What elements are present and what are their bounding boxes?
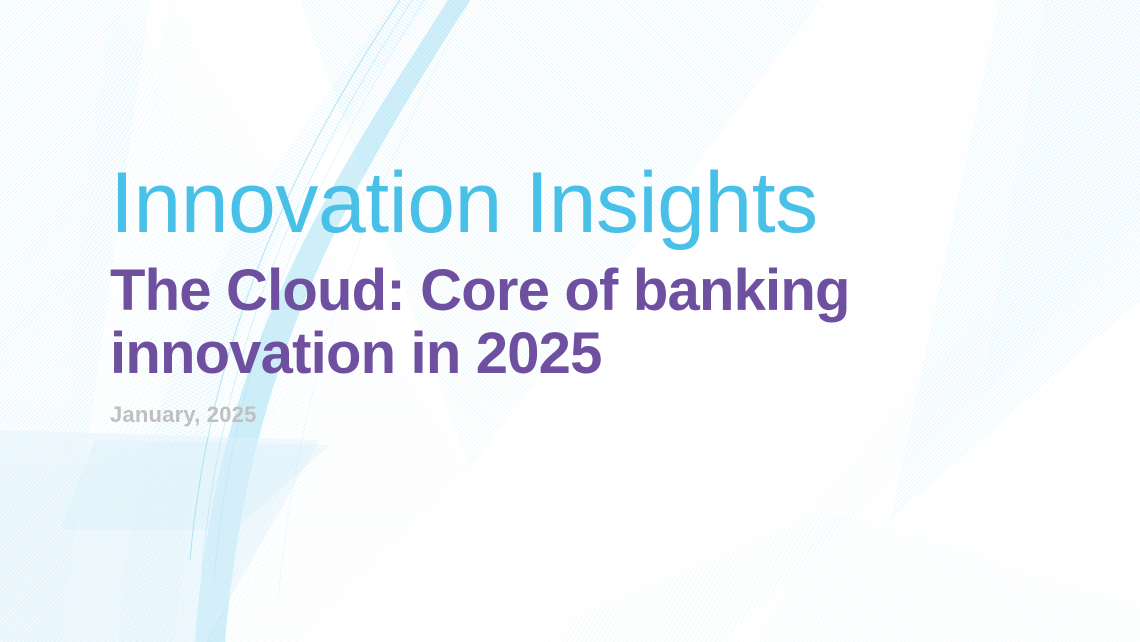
page-title-line-1: The Cloud: Core of banking — [110, 258, 850, 323]
publication-date: January, 2025 — [110, 402, 257, 428]
series-kicker: Innovation Insights — [110, 155, 818, 251]
dateline-band — [0, 430, 330, 642]
bottom-right-wedge — [520, 512, 1140, 642]
bottom-left-wedge — [0, 400, 330, 642]
page-title: The Cloud: Core of banking innovation in… — [110, 258, 1060, 386]
page-title-line-2: innovation in 2025 — [110, 320, 602, 386]
title-content: Innovation Insights The Cloud: Core of b… — [110, 160, 1070, 427]
